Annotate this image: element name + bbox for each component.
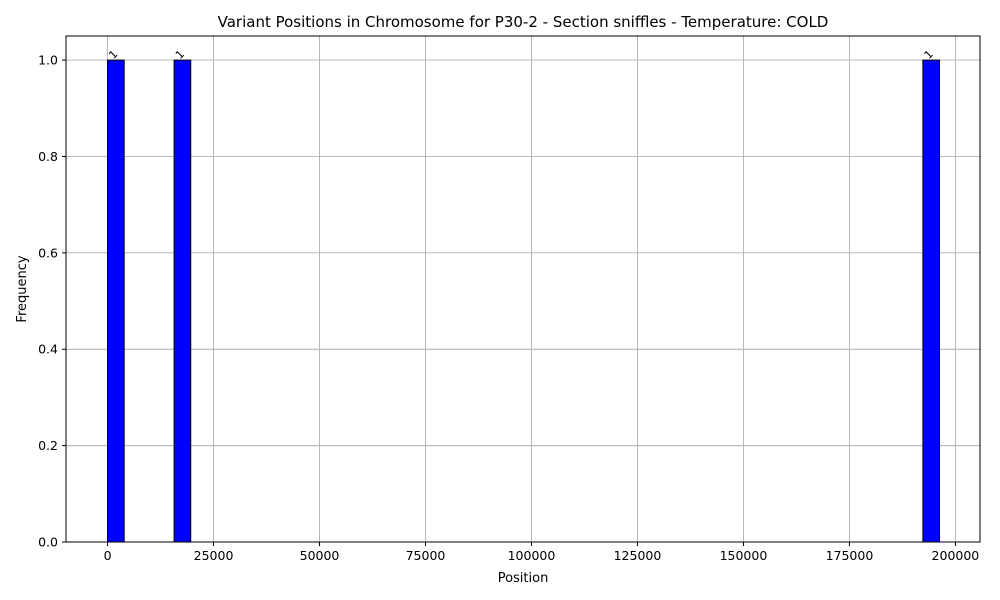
- y-tick-label: 0.2: [38, 438, 58, 453]
- x-tick-label: 0: [104, 548, 112, 563]
- bar-labels: 1 1 1: [106, 48, 935, 62]
- y-tick-label: 1.0: [38, 53, 58, 68]
- plot-frame: [65, 35, 981, 543]
- bar-count-label: 1: [106, 48, 120, 62]
- x-tick-label: 175000: [826, 548, 874, 563]
- bar-count-label: 1: [922, 48, 936, 62]
- x-tick-label: 100000: [508, 548, 556, 563]
- chart-title: Variant Positions in Chromosome for P30-…: [218, 13, 829, 31]
- bar-count-label: 1: [173, 48, 187, 62]
- histogram-bar: [173, 59, 192, 543]
- x-tick-label: 75000: [406, 548, 446, 563]
- x-tick-label: 150000: [720, 548, 768, 563]
- y-axis-ticks: 0.0 0.2 0.4 0.6 0.8 1.0: [38, 53, 66, 550]
- y-tick-label: 0.4: [38, 342, 58, 357]
- histogram-bar: [922, 59, 941, 543]
- x-tick-label: 200000: [932, 548, 980, 563]
- grid: [66, 36, 980, 543]
- x-tick-label: 125000: [614, 548, 662, 563]
- x-axis-title: Position: [498, 571, 549, 586]
- bars: [107, 59, 941, 543]
- x-tick-label: 25000: [194, 548, 234, 563]
- y-tick-label: 0.8: [38, 149, 58, 164]
- x-axis-ticks: 0 25000 50000 75000 100000 125000 150000 175000…: [104, 542, 980, 563]
- histogram-bar: [107, 59, 125, 543]
- y-axis-title: Frequency: [15, 255, 30, 322]
- y-tick-label: 0.0: [38, 535, 58, 550]
- x-tick-label: 50000: [300, 548, 340, 563]
- y-tick-label: 0.6: [38, 245, 58, 260]
